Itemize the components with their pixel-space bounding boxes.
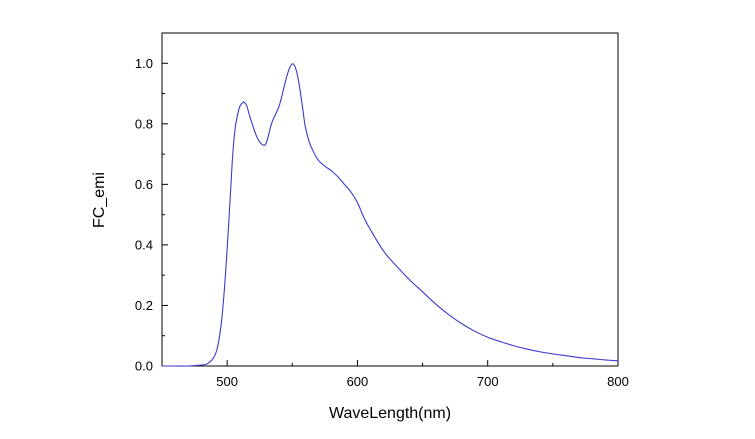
y-tick-label: 0.4	[135, 237, 153, 252]
plot-frame	[161, 32, 619, 367]
y-tick-label: 0.8	[135, 116, 153, 131]
y-tick-label: 0.0	[135, 359, 153, 374]
plot-area: 500 600 700 800 0.0 0.2 0.4 0.6 0.8 1.0	[135, 32, 629, 389]
x-axis-title: WaveLength(nm)	[329, 405, 451, 422]
x-tick-label: 600	[347, 374, 369, 389]
y-tick-label: 1.0	[135, 56, 153, 71]
y-tick-label: 0.6	[135, 177, 153, 192]
x-tick-label: 800	[607, 374, 629, 389]
y-axis-title: FC_emi	[91, 172, 108, 228]
x-tick-label: 500	[216, 374, 238, 389]
x-tick-label: 700	[477, 374, 499, 389]
y-tick-label: 0.2	[135, 298, 153, 313]
spectrum-line	[162, 63, 619, 367]
